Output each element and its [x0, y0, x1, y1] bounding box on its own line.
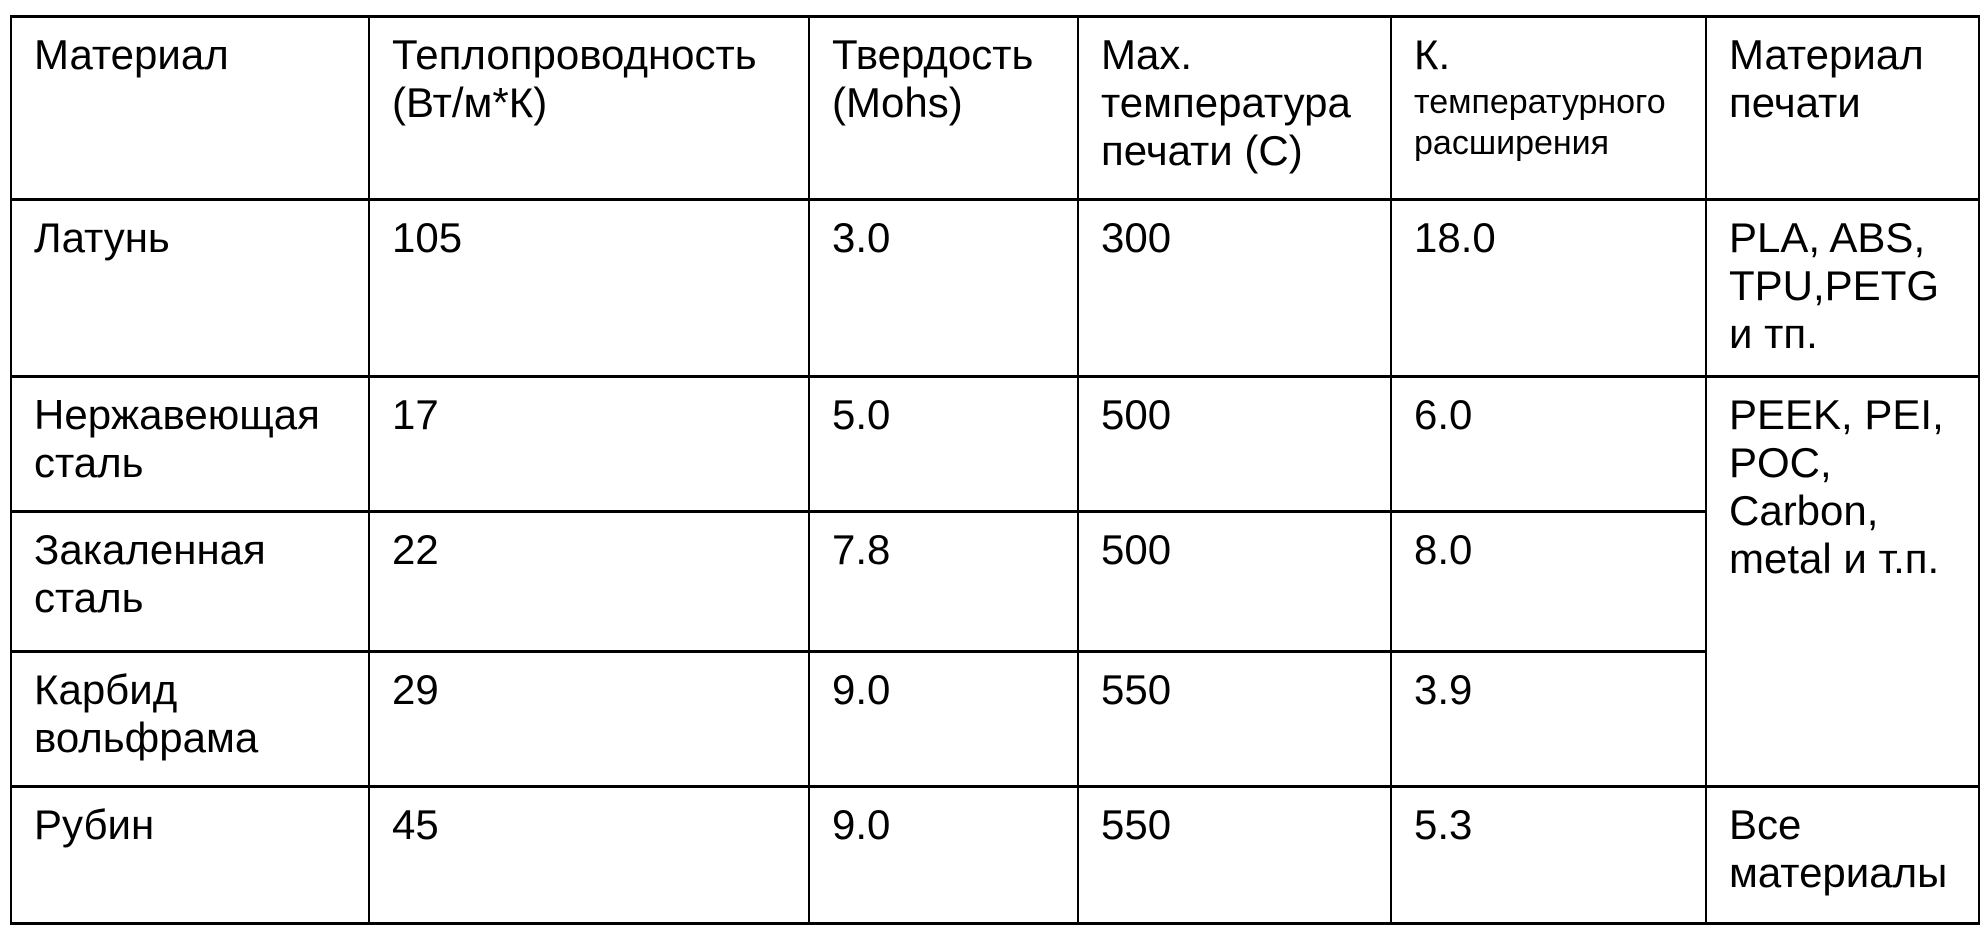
cell-expansion: 18.0: [1390, 198, 1707, 378]
cell-material: Закаленная сталь: [10, 510, 370, 653]
header-hardness: Твердость (Mohs): [808, 15, 1079, 201]
cell-max-print-temp: 500: [1077, 375, 1392, 513]
header-row: Материал Теплопроводность (Вт/м*К) Тверд…: [10, 15, 1980, 201]
cell-hardness: 9.0: [808, 650, 1079, 788]
table-row-tungsten-carbide: Карбид вольфрама 29 9.0 550 3.9: [10, 650, 1979, 788]
header-expansion-coefficient: К. температурного расширения: [1390, 15, 1707, 201]
table-row-brass: Латунь 105 3.0 300 18.0 PLA, ABS, TPU,PE…: [10, 198, 1980, 378]
cell-expansion: 8.0: [1390, 510, 1707, 653]
cell-material: Карбид вольфрама: [10, 650, 370, 788]
cell-expansion: 3.9: [1390, 650, 1707, 788]
cell-thermal-conductivity: 45: [368, 785, 810, 925]
cell-print-material: PLA, ABS, TPU,PETG и тп.: [1705, 198, 1980, 378]
cell-expansion: 6.0: [1390, 375, 1707, 513]
cell-material: Латунь: [10, 198, 370, 378]
cell-hardness: 7.8: [808, 510, 1079, 653]
header-expansion-sub: температурного расширения: [1414, 83, 1666, 162]
cell-material: Нержавеющая сталь: [10, 375, 370, 513]
cell-material: Рубин: [10, 785, 370, 925]
cell-thermal-conductivity: 22: [368, 510, 810, 653]
cell-print-material: Все материалы: [1705, 785, 1980, 925]
cell-hardness: 5.0: [808, 375, 1079, 513]
cell-thermal-conductivity: 29: [368, 650, 810, 788]
cell-max-print-temp: 550: [1077, 785, 1392, 925]
cell-hardness: 9.0: [808, 785, 1079, 925]
table-row-ruby: Рубин 45 9.0 550 5.3 Все материалы: [10, 785, 1980, 925]
cell-thermal-conductivity: 17: [368, 375, 810, 513]
cell-print-material-merged: PEEK, PEI, POC, Carbon, metal и т.п.: [1705, 375, 1980, 788]
cell-thermal-conductivity: 105: [368, 198, 810, 378]
header-expansion-main: К.: [1414, 31, 1451, 78]
header-material: Материал: [10, 15, 370, 201]
table-row-stainless-steel: Нержавеющая сталь 17 5.0 500 6.0 PEEK, P…: [10, 375, 1980, 788]
header-max-print-temp: Max. температура печати (C): [1077, 15, 1392, 201]
cell-expansion: 5.3: [1390, 785, 1707, 925]
nozzle-materials-table: Материал Теплопроводность (Вт/м*К) Тверд…: [10, 15, 1980, 925]
cell-max-print-temp: 550: [1077, 650, 1392, 788]
header-thermal-conductivity: Теплопроводность (Вт/м*К): [368, 15, 810, 201]
table-row-hardened-steel: Закаленная сталь 22 7.8 500 8.0: [10, 510, 1979, 653]
cell-hardness: 3.0: [808, 198, 1079, 378]
header-print-material: Материал печати: [1705, 15, 1980, 201]
cell-max-print-temp: 500: [1077, 510, 1392, 653]
cell-max-print-temp: 300: [1077, 198, 1392, 378]
